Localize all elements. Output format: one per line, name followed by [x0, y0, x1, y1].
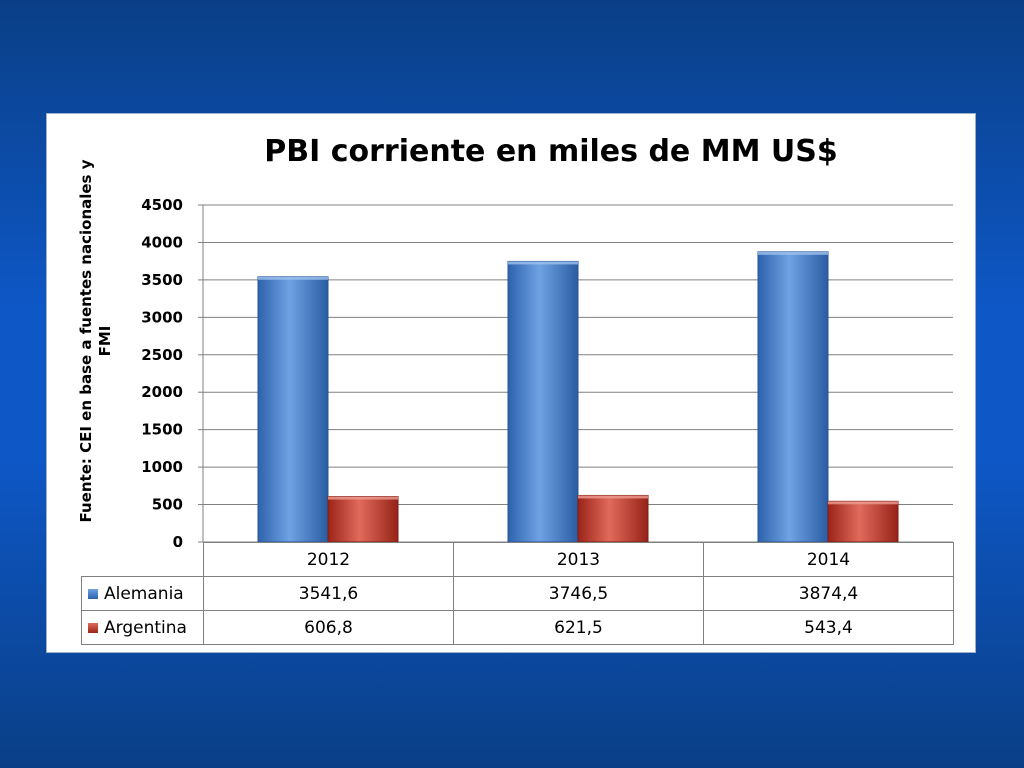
bar-top-highlight [758, 251, 828, 255]
bar-alemania [257, 276, 329, 543]
y-tick-label: 2000 [141, 383, 183, 401]
chart-plot: 0 500 1000 1500 2000 2500 3000 3500 4000 4500 [141, 196, 953, 551]
y-tick-label: 4500 [141, 196, 183, 214]
y-tick-label: 1000 [141, 458, 183, 476]
category-cell: 2012 [203, 542, 454, 577]
y-tick-label: 4000 [141, 233, 183, 251]
bar-argentina [577, 494, 649, 543]
chart-panel: PBI corriente en miles de MM US$ Fuente:… [46, 113, 976, 653]
value-cell: 606,8 [203, 610, 454, 645]
legend-entry-argentina: Argentina [81, 610, 204, 645]
category-cell: 2013 [453, 542, 704, 577]
bar-top-highlight [578, 495, 648, 499]
bar-argentina [827, 500, 899, 543]
value-cell: 3541,6 [203, 576, 454, 611]
data-table-corner [81, 542, 204, 577]
value-cell: 3746,5 [453, 576, 704, 611]
legend-entry-alemania: Alemania [81, 576, 204, 611]
y-tick-label: 0 [173, 533, 183, 551]
bar-alemania [757, 251, 829, 543]
bar-alemania [507, 260, 579, 543]
y-tick-label: 2500 [141, 346, 183, 364]
value-cell: 3874,4 [703, 576, 954, 611]
category-cell: 2014 [703, 542, 954, 577]
bar-top-highlight [828, 501, 898, 505]
chart-title: PBI corriente en miles de MM US$ [264, 134, 838, 169]
data-table-row: Argentina 606,8 621,5 543,4 [81, 610, 954, 645]
y-tick-label: 3500 [141, 271, 183, 289]
y-tick-label: 1500 [141, 421, 183, 439]
bar-top-highlight [258, 276, 328, 280]
legend-label: Argentina [104, 617, 187, 638]
bar-argentina [327, 496, 399, 543]
data-table-row: Alemania 3541,6 3746,5 3874,4 [81, 576, 954, 611]
legend-label: Alemania [104, 583, 184, 604]
y-tick-label: 3000 [141, 308, 183, 326]
data-table-header-row: 2012 2013 2014 [81, 542, 954, 577]
legend-swatch [88, 588, 98, 599]
legend-swatch [88, 622, 98, 633]
bar-top-highlight [328, 496, 398, 500]
value-cell: 621,5 [453, 610, 704, 645]
data-table: 2012 2013 2014 Alemania 3541,6 3746,5 38… [81, 542, 954, 645]
y-tick-label: 500 [152, 496, 183, 514]
value-cell: 543,4 [703, 610, 954, 645]
bar-top-highlight [508, 261, 578, 265]
